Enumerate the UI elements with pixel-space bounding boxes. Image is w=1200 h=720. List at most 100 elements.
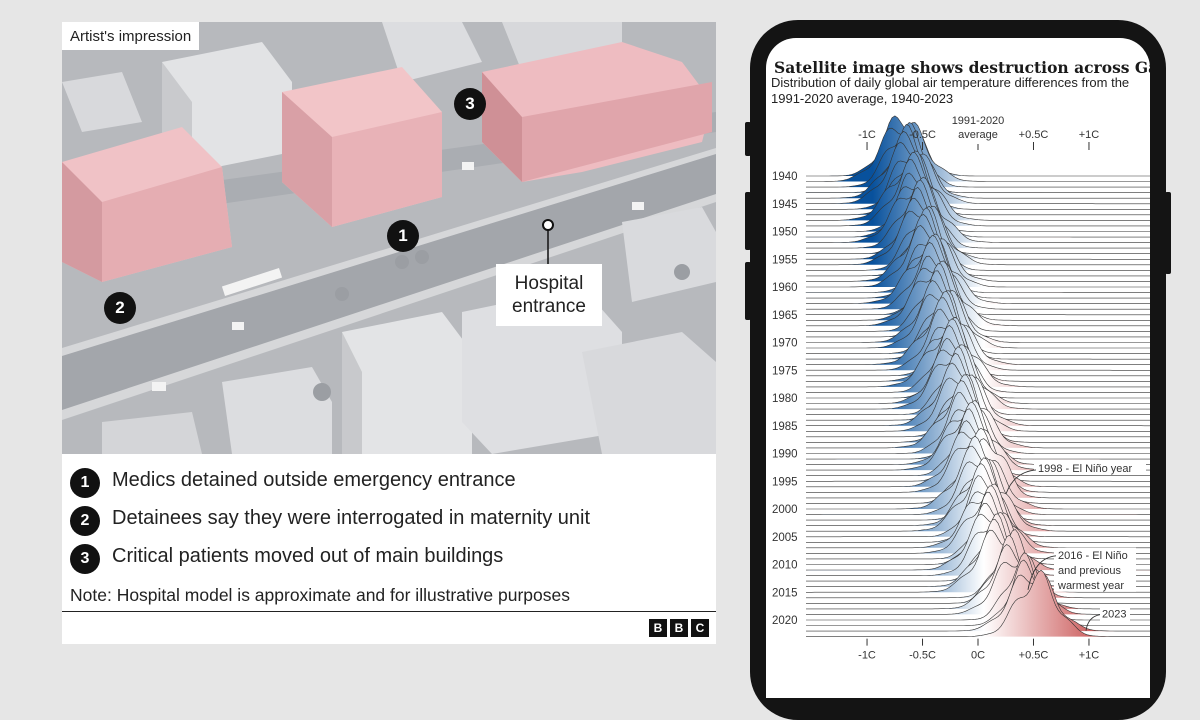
legend-number: 3 — [70, 544, 100, 574]
annotation-leader — [1027, 555, 1057, 590]
article-headline[interactable]: Satellite image shows destruction across… — [774, 58, 1150, 77]
marker-2: 2 — [104, 292, 136, 324]
ridge-2017 — [806, 534, 1150, 604]
year-label: 1970 — [772, 338, 798, 350]
bottom-tick-label: -0.5C — [909, 650, 936, 662]
legend-text: Medics detained outside emergency entran… — [112, 469, 516, 491]
ridge-1967 — [806, 260, 1150, 327]
ridge-2019 — [806, 554, 1150, 615]
ridgeline-chart: -1C -0.5C 1991-2020 average +0.5C +1C -1C -0.5C… — [772, 115, 1150, 662]
bottom-tick-label: +0.5C — [1019, 650, 1049, 662]
ridge-1944 — [806, 131, 1150, 199]
ridge-1959 — [806, 214, 1150, 282]
ridge-2021 — [806, 559, 1150, 626]
ridge-1971 — [806, 289, 1150, 349]
top-tick-label: -0.5C — [909, 129, 936, 141]
legend-text: Detainees say they were interrogated in … — [112, 507, 591, 529]
annotation-leader — [1005, 469, 1037, 495]
ridge-1957 — [806, 205, 1150, 271]
hospital-entrance-marker — [542, 219, 554, 231]
year-label: 1985 — [772, 421, 798, 433]
ridge-1974 — [806, 297, 1150, 365]
legend-number: 1 — [70, 468, 100, 498]
hospital-3d-model — [62, 22, 716, 454]
year-label: 1980 — [772, 393, 798, 405]
bottom-tick-label: 0C — [971, 650, 985, 662]
top-tick-label: 1991-2020 — [952, 115, 1005, 127]
legend-item: 2 Detainees say they were interrogated i… — [70, 504, 710, 542]
annotation-label: and previous — [1058, 565, 1121, 577]
grey-building — [102, 412, 202, 454]
bbc-logo-letter: C — [691, 619, 709, 637]
bbc-logo-letter: B — [670, 619, 688, 637]
top-tick-label: +0.5C — [1019, 129, 1049, 141]
ridge-1970 — [806, 280, 1150, 343]
hospital-entrance-text: Hospital entrance — [512, 273, 586, 317]
annotation-label: warmest year — [1057, 580, 1124, 592]
year-label: 1975 — [772, 365, 798, 377]
marker-1: 1 — [387, 220, 419, 252]
note-text: Note: Hospital model is approximate and … — [70, 585, 570, 605]
grey-building — [222, 367, 332, 454]
ridge-1962 — [806, 233, 1150, 299]
ridge-1960 — [806, 225, 1150, 288]
year-label: 2020 — [772, 615, 798, 627]
grey-building — [502, 22, 622, 72]
phone-screen: Satellite image shows destruction across… — [766, 38, 1150, 698]
year-label: 1965 — [772, 310, 798, 322]
top-tick-label: average — [958, 129, 998, 141]
ridge-1953 — [806, 179, 1150, 249]
annotation-label: 2016 - El Niño — [1058, 550, 1128, 562]
year-label: 2015 — [772, 587, 798, 599]
bottom-tick-label: -1C — [858, 650, 876, 662]
year-label: 1960 — [772, 282, 798, 294]
year-label: 2000 — [772, 504, 798, 516]
ridge-2018 — [806, 544, 1150, 610]
graphic-card: Artist's impression Hospital entrance 1 … — [62, 22, 716, 644]
marker-3: 3 — [454, 88, 486, 120]
ridge-1963 — [806, 235, 1150, 304]
top-tick-label: +1C — [1079, 129, 1100, 141]
year-label: 1950 — [772, 227, 798, 239]
legend-item: 3 Critical patients moved out of main bu… — [70, 542, 710, 580]
top-tick-label: -1C — [858, 129, 876, 141]
annotation-label: 2023 — [1102, 609, 1126, 621]
ridge-1958 — [806, 207, 1150, 277]
grey-building — [622, 207, 716, 302]
ridge-1981 — [806, 346, 1150, 404]
chart-subtitle: Distribution of daily global air tempera… — [771, 75, 1130, 106]
legend-item: 1 Medics detained outside emergency entr… — [70, 466, 710, 504]
ridge-1961 — [805, 238, 1150, 293]
ridge-1954 — [806, 187, 1150, 254]
ridge-1955 — [805, 198, 1150, 260]
phone-side-button — [745, 262, 751, 320]
divider — [62, 611, 716, 612]
bottom-tick-label: +1C — [1079, 650, 1100, 662]
legend: 1 Medics detained outside emergency entr… — [70, 466, 710, 580]
year-label: 1955 — [772, 254, 798, 266]
legend-text: Critical patients moved out of main buil… — [112, 545, 504, 567]
ridge-2020 — [806, 552, 1150, 621]
hospital-illustration: Artist's impression Hospital entrance 1 … — [62, 22, 716, 454]
ridge-2023 — [806, 569, 1150, 637]
year-label: 1940 — [772, 171, 798, 183]
annotation-label: 1998 - El Niño year — [1038, 463, 1132, 475]
grey-building — [62, 72, 142, 132]
hospital-entrance-label: Hospital entrance — [496, 264, 602, 326]
legend-number: 2 — [70, 506, 100, 536]
phone-side-button — [745, 122, 751, 156]
phone-side-button — [1165, 192, 1171, 274]
ridge-1964 — [806, 241, 1150, 310]
grey-building — [582, 332, 716, 454]
year-label: 2005 — [772, 532, 798, 544]
grey-building — [342, 312, 472, 454]
grey-building — [382, 22, 482, 82]
ridge-1947 — [806, 150, 1150, 216]
year-label: 1995 — [772, 476, 798, 488]
year-label: 1945 — [772, 199, 798, 211]
annotation-leader — [1085, 614, 1101, 631]
year-label: 2010 — [772, 560, 798, 572]
ridge-2015 — [806, 529, 1150, 593]
bbc-logo-letter: B — [649, 619, 667, 637]
